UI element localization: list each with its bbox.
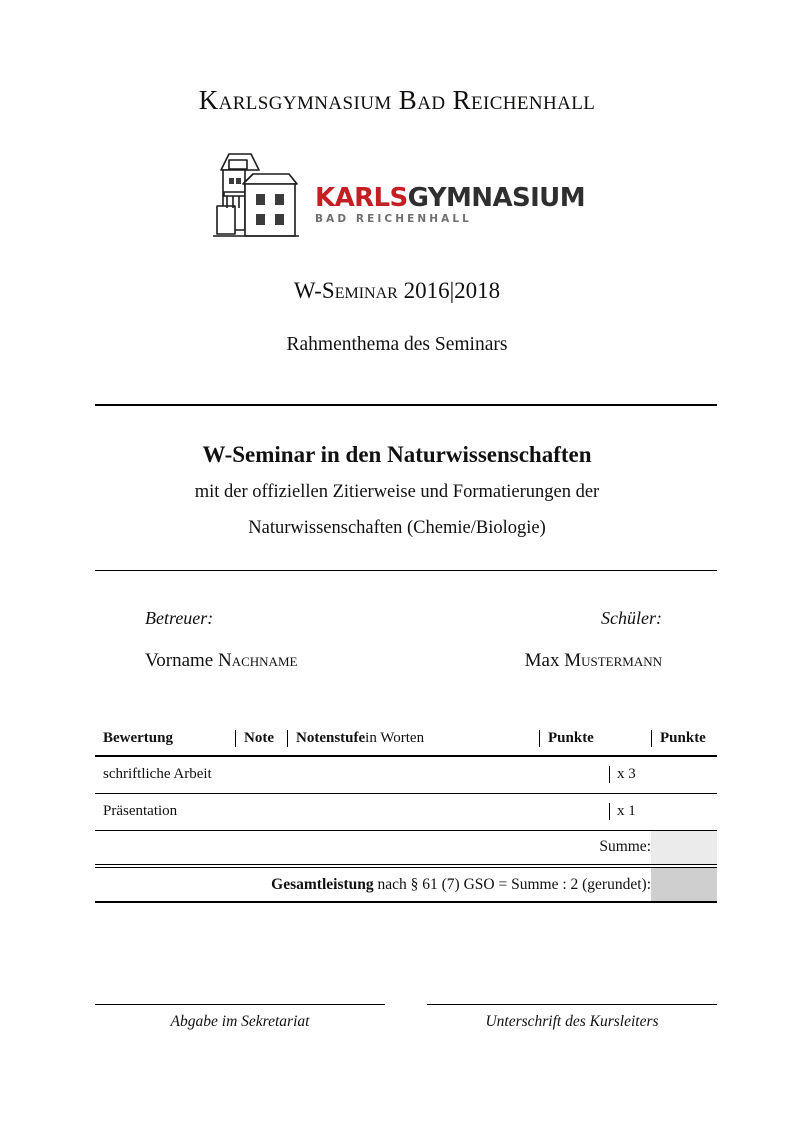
seminar-year-value: 2016|2018 — [403, 278, 501, 303]
signature-section: Abgabe im Sekretariat Unterschrift des K… — [95, 1004, 717, 1031]
seminar-subtitle-line-1: mit der offiziellen Zitierweise und Form… — [194, 482, 600, 502]
signature-line-kursleiter[interactable] — [427, 1004, 717, 1005]
row-result-praesentation[interactable] — [651, 793, 717, 831]
signature-caption-kursleiter: Unterschrift des Kursleiters — [485, 1013, 659, 1030]
row-multiplier-praesentation: x 1 — [609, 793, 651, 831]
seminar-subject-line: Rahmenthema des Seminars — [286, 334, 508, 355]
header-cell-bewertung: Bewertung — [95, 722, 235, 757]
header-notenstufe-regular: in Worten — [365, 730, 425, 746]
header-cell-notenstufe: Notenstufe in Worten — [287, 722, 539, 757]
table-row: schriftliche Arbeit x 3 — [95, 756, 717, 794]
table-header-row: Bewertung Note Notenstufe in Worten Punk… — [95, 722, 717, 757]
gesamtleistung-label: Gesamtleistung nach § 61 (7) GSO = Summe… — [95, 867, 651, 903]
logo-wordmark: KARLSGYMNASIUM — [315, 182, 586, 213]
header-cell-note: Note — [235, 722, 287, 757]
header-cell-punkte-1: Punkte — [539, 722, 609, 757]
gesamtleistung-bold-label: Gesamtleistung — [271, 875, 374, 893]
summe-label: Summe: — [95, 830, 651, 865]
row-notenstufe-schriftliche-arbeit[interactable] — [287, 756, 539, 794]
seminar-prefix: W- — [293, 278, 322, 303]
people-section: Betreuer: Schüler: Vorname Nachname Max … — [95, 608, 717, 672]
row-punkte-schriftliche-arbeit[interactable] — [539, 756, 609, 794]
supervisor-role-label: Betreuer: — [145, 608, 214, 628]
logo-word-gymnasium: GYMNASIUM — [407, 182, 586, 213]
signature-block-kursleiter: Unterschrift des Kursleiters — [427, 1004, 717, 1031]
summe-value-cell[interactable] — [651, 830, 717, 865]
seminar-label: Seminar — [321, 278, 398, 303]
student-role-label: Schüler: — [601, 608, 662, 628]
row-label-schriftliche-arbeit: schriftliche Arbeit — [95, 756, 235, 794]
table-row: Präsentation x 1 — [95, 793, 717, 831]
row-result-schriftliche-arbeit[interactable] — [651, 756, 717, 794]
logo-subtitle: BAD REICHENHALL — [315, 212, 472, 225]
table-row-summe: Summe: — [95, 830, 717, 865]
row-notenstufe-praesentation[interactable] — [287, 793, 539, 831]
divider-bottom — [95, 570, 717, 571]
student-given-name: Max — [524, 650, 565, 671]
header-notenstufe-bold: Notenstufe — [296, 730, 366, 746]
gesamtleistung-value-cell[interactable] — [651, 867, 717, 903]
school-logo: KARLSGYMNASIUM BAD REICHENHALL — [0, 148, 794, 240]
page-title: Karlsgymnasium Bad Reichenhall — [198, 85, 596, 115]
row-note-schriftliche-arbeit[interactable] — [235, 756, 287, 794]
karlsgymnasium-building-logo-icon — [213, 153, 300, 237]
divider-top — [95, 404, 717, 406]
signature-block-sekretariat: Abgabe im Sekretariat — [95, 1004, 385, 1031]
seminar-title: W-Seminar in den Naturwissenschaften — [202, 442, 592, 467]
table-row-gesamtleistung: Gesamtleistung nach § 61 (7) GSO = Summe… — [95, 867, 717, 903]
supervisor-given-name: Vorname — [145, 650, 218, 671]
student-name: Max Mustermann — [404, 650, 662, 672]
student-surname: Mustermann — [564, 650, 662, 671]
signature-caption-sekretariat: Abgabe im Sekretariat — [170, 1013, 310, 1030]
row-note-praesentation[interactable] — [235, 793, 287, 831]
row-punkte-praesentation[interactable] — [539, 793, 609, 831]
signature-line-sekretariat[interactable] — [95, 1004, 385, 1005]
header-cell-punkte-2: Punkte — [651, 722, 717, 757]
table-double-separator — [95, 863, 717, 868]
logo-word-karls: KARLS — [315, 182, 408, 213]
row-label-praesentation: Präsentation — [95, 793, 235, 831]
gesamtleistung-rest-label: nach § 61 (7) GSO = Summe : 2 (gerundet)… — [373, 875, 651, 893]
supervisor-name: Vorname Nachname — [145, 650, 404, 672]
row-multiplier-schriftliche-arbeit: x 3 — [609, 756, 651, 794]
evaluation-table: Bewertung Note Notenstufe in Worten Punk… — [95, 722, 717, 903]
header-cell-multiplier — [609, 722, 651, 757]
seminar-year-line: W-Seminar 2016|2018 — [0, 278, 794, 304]
supervisor-surname: Nachname — [218, 650, 298, 671]
seminar-subtitle-line-2: Naturwissenschaften (Chemie/Biologie) — [248, 518, 546, 538]
